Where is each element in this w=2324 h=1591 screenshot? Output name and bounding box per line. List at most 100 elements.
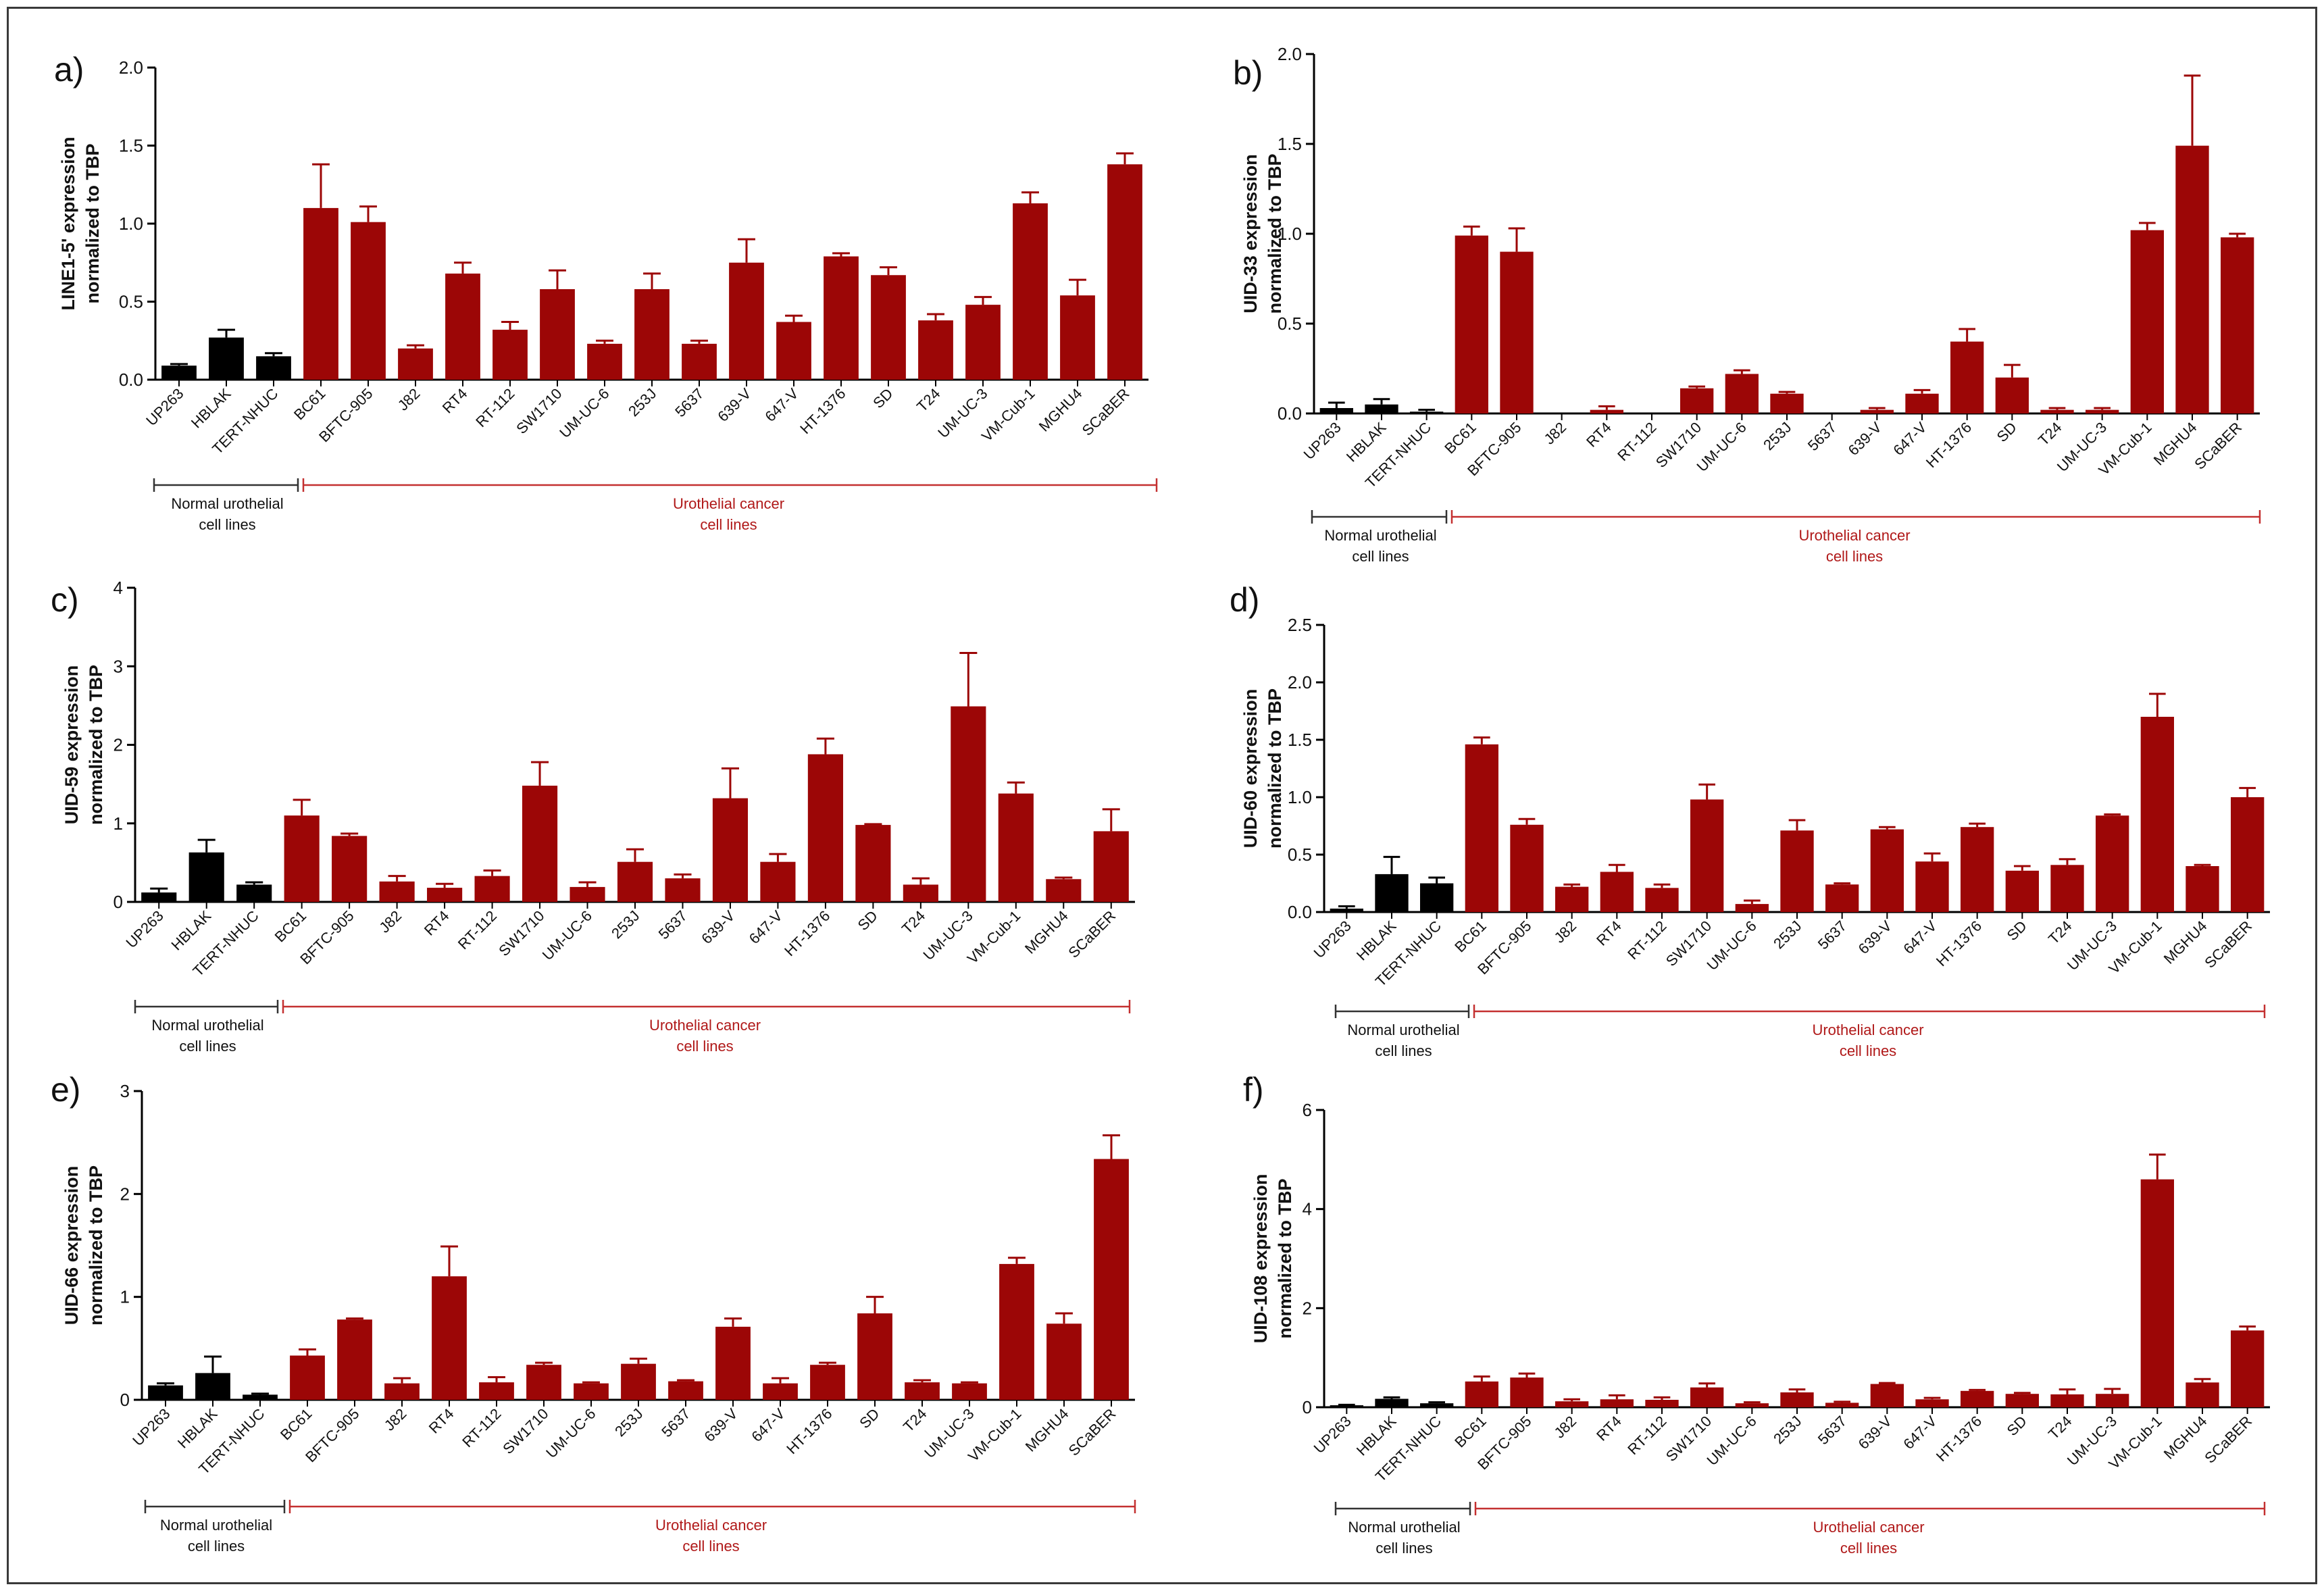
category-label: 639-V	[1845, 419, 1885, 459]
normal-group-label: cell lines	[199, 516, 255, 533]
category-label: UP263	[129, 1405, 173, 1449]
bar	[148, 1385, 183, 1400]
category-label: T24	[913, 385, 943, 415]
bar	[871, 275, 906, 380]
bar	[857, 1313, 892, 1400]
y-tick-label: 0	[120, 1390, 130, 1410]
bar	[574, 1383, 609, 1400]
bar	[474, 876, 510, 902]
normal-group-label: cell lines	[1375, 1042, 1432, 1059]
bar	[1690, 799, 1724, 912]
y-tick-label: 0.5	[1278, 313, 1302, 334]
bar	[1725, 374, 1759, 413]
bar	[2175, 145, 2209, 413]
bar	[1600, 872, 1634, 912]
y-tick-label: 4	[1303, 1199, 1312, 1219]
bar	[621, 1363, 656, 1400]
bar	[763, 1383, 798, 1400]
category-label: BC61	[1451, 1413, 1490, 1451]
category-label: 5637	[655, 907, 690, 942]
bar	[2186, 1382, 2219, 1407]
category-label: HT-1376	[783, 1405, 835, 1457]
cancer-group-label: Urothelial cancer	[1812, 1021, 1923, 1038]
y-axis-label-line1: LINE1-5' expression	[58, 136, 78, 310]
category-label: SCaBER	[1065, 907, 1119, 961]
bar	[617, 861, 653, 902]
bar	[141, 892, 177, 902]
category-label: SD	[1994, 419, 2020, 445]
category-label: UM-UC-6	[1704, 1413, 1760, 1469]
bar	[1770, 393, 1804, 413]
category-label: 647-V	[746, 907, 786, 947]
y-tick-label: 1.0	[119, 213, 143, 234]
panel-letter: c)	[51, 581, 79, 619]
category-label: RT4	[1593, 1413, 1625, 1444]
bar	[729, 262, 764, 380]
y-axis-label-line1: UID-108 expression	[1251, 1174, 1271, 1344]
bar	[1645, 888, 1679, 912]
normal-group-label: Normal urothelial	[151, 1017, 263, 1034]
y-tick-label: 1	[120, 1287, 130, 1307]
y-tick-label: 2.5	[1288, 615, 1312, 635]
bar	[236, 884, 272, 902]
bar	[195, 1373, 230, 1400]
category-label: 253J	[1770, 917, 1804, 952]
bar	[2050, 1394, 2084, 1407]
panel-letter: d)	[1230, 581, 1259, 619]
bar	[479, 1382, 514, 1400]
panel-letter: a)	[54, 51, 84, 89]
y-tick-label: 1	[113, 813, 123, 834]
bar	[1455, 235, 1488, 413]
bar	[1961, 1390, 1994, 1407]
bar	[2186, 866, 2219, 912]
bar	[1961, 827, 1994, 912]
category-label: MGHU4	[1021, 907, 1071, 957]
cancer-group-label: Urothelial cancer	[655, 1517, 767, 1534]
bar	[1915, 1399, 1949, 1407]
y-axis-label-line1: UID-33 expression	[1240, 154, 1261, 313]
bar	[1330, 908, 1363, 912]
bar	[284, 815, 320, 902]
category-label: 639-V	[714, 385, 754, 425]
category-label: HT-1376	[1923, 419, 1975, 471]
bar	[1555, 886, 1589, 912]
y-tick-label: 2.0	[1288, 672, 1312, 692]
bar	[2140, 717, 2174, 912]
bar	[526, 1365, 561, 1400]
bar	[2096, 815, 2129, 912]
chart-panel-1: a) LINE1-5' expression normalized to TBP 0.…	[54, 51, 1158, 533]
bar	[2231, 1330, 2265, 1407]
category-label: RT-112	[459, 1405, 504, 1450]
bar	[682, 343, 717, 380]
category-label: 253J	[608, 907, 642, 942]
bar	[776, 322, 811, 380]
y-tick-label: 0.0	[1288, 902, 1312, 922]
category-label: 647-V	[1890, 419, 1929, 459]
category-label: 5637	[658, 1405, 693, 1440]
bar	[1915, 861, 1949, 912]
chart-panel-5: e) UID-66 expression normalized to TBP 0 1 2 3…	[51, 1071, 1136, 1555]
bar	[824, 256, 859, 380]
category-label: MGHU4	[1022, 1405, 1072, 1455]
cancer-group-label: cell lines	[1840, 1042, 1896, 1059]
category-label: RT-112	[472, 385, 517, 430]
bar	[715, 1326, 751, 1400]
y-tick-label: 1.5	[1288, 730, 1312, 750]
bar	[1330, 1405, 1363, 1407]
bar	[712, 798, 749, 902]
category-label: J82	[1540, 419, 1569, 448]
y-tick-label: 0.0	[119, 370, 143, 390]
category-label: T24	[2045, 917, 2075, 947]
y-axis-label-line2: normalized to TBP	[86, 1165, 106, 1325]
bar	[540, 289, 575, 380]
bar	[999, 1263, 1034, 1400]
bar	[903, 884, 938, 902]
cancer-group-label: cell lines	[1840, 1540, 1897, 1557]
bar	[1825, 884, 1859, 912]
category-label: SCaBER	[1065, 1405, 1119, 1459]
bar	[2005, 870, 2039, 912]
bar	[445, 273, 480, 380]
category-label: 639-V	[1855, 1413, 1895, 1453]
category-label: 647-V	[1900, 1413, 1940, 1453]
category-label: HT-1376	[1933, 917, 1985, 969]
